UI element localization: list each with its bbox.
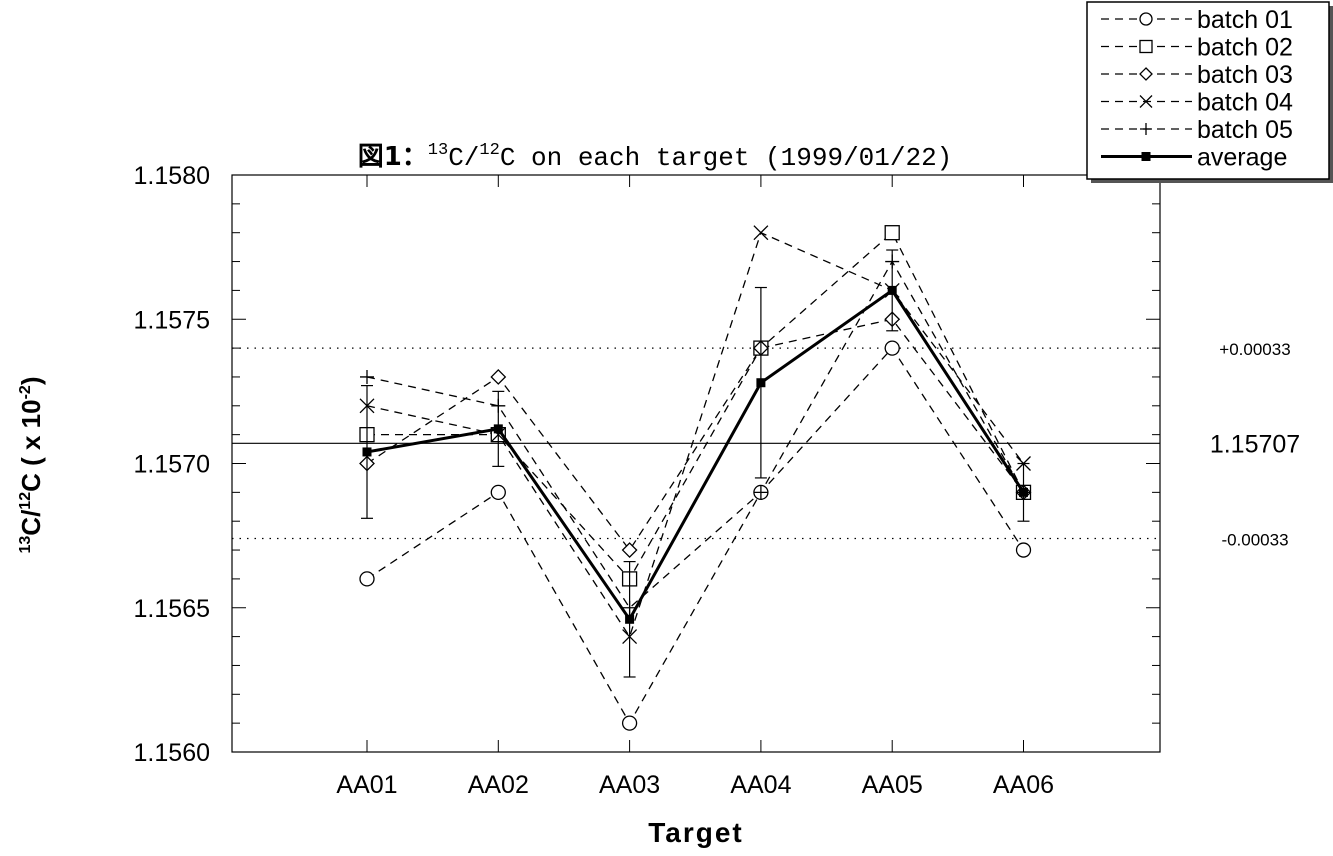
marker-filled-square [1141,152,1151,161]
x-tick-label: AA03 [599,771,660,799]
marker-filled-square [756,378,766,388]
legend-marker [1139,67,1153,81]
x-tick-label: AA02 [468,771,529,799]
legend-marker [1139,95,1153,108]
average-line [366,288,1025,623]
marker-square [1139,39,1153,54]
marker-filled-square [493,424,503,434]
series-point [621,542,638,558]
legend-marker [1139,39,1153,54]
reference-line-label: 1.15707 [1210,430,1300,458]
y-axis-label-sup1: 13 [17,536,34,554]
legend-label: batch 01 [1197,6,1293,34]
legend-label: batch 04 [1197,89,1293,117]
chart-title-sup2: 12 [479,141,499,160]
y-tick-label: 1.1560 [134,739,210,767]
reference-line-label: +0.00033 [1219,340,1290,359]
chart-title-sup1: 13 [428,141,448,160]
series-point [359,571,375,587]
legend-label: batch 05 [1197,116,1293,144]
legend-marker [1141,152,1151,161]
series-line [366,347,1025,725]
average-point [625,614,635,624]
marker-filled-square [625,614,635,624]
y-tick-label: 1.1565 [134,595,210,623]
marker-diamond [1139,67,1153,81]
chart-title: 図1：13C/12C on each target (1999/01/22) [358,141,953,173]
reference-line-label: -0.00033 [1221,531,1288,550]
y-axis-label-sup3: -2 [17,385,34,399]
x-axis-label: Target [648,817,744,848]
average-point [493,424,503,434]
legend-label: batch 03 [1197,61,1293,89]
legend-marker [1140,123,1152,135]
y-axis-label-end: ) [16,377,46,386]
marker-circle [884,340,900,356]
marker-circle [621,715,638,731]
series-point [1015,542,1032,558]
series-point [753,485,768,500]
marker-x [753,225,769,241]
chart-title-mid: C/ [448,143,479,173]
series-point [360,369,374,384]
x-tick-label: AA04 [730,771,791,799]
y-axis-label-sup2: 12 [17,492,34,510]
marker-circle [1139,12,1153,26]
average-point [1019,487,1028,497]
legend-label: batch 02 [1197,34,1293,62]
marker-circle [1015,542,1032,558]
marker-plus [1140,123,1152,135]
marker-circle [359,571,375,587]
plot-area: 1.1560 1.1565 1.1570 1.1575 1.1580 AA01 AA02 AA… [134,162,1301,799]
chart-title-prefix: 図1： [358,142,428,172]
x-tick-label: AA01 [336,771,397,799]
series-point [490,369,507,385]
y-tick-label: 1.1575 [134,306,210,334]
marker-diamond [621,542,638,558]
y-tick-label: 1.1570 [134,451,210,479]
legend-box [1086,1,1330,180]
marker-x [1139,95,1153,108]
marker-filled-square [362,447,372,457]
y-tick-label: 1.1580 [134,162,210,190]
series-line [366,260,1025,609]
series-line [367,231,1025,580]
average-point [362,447,372,457]
legend-marker [1139,12,1153,26]
legend-label: average [1197,144,1287,172]
average-point [887,285,897,295]
series-point [884,340,900,356]
x-tick-label: AA06 [993,771,1054,799]
marker-circle [490,484,506,501]
series-line [366,318,1025,552]
chart-title-suffix: C on each target (1999/01/22) [500,143,952,173]
marker-filled-square [1019,487,1028,497]
series-point [884,225,900,241]
y-axis-label: 13C/12C ( x 10-2) [16,377,46,554]
marker-plus [360,369,374,384]
marker-diamond [490,369,507,385]
series-point [753,225,769,241]
series-line [366,231,1025,639]
y-axis-label-mid: C/ [16,510,46,536]
average-point [756,378,766,388]
marker-plus [753,485,768,500]
series-point [490,484,506,501]
marker-filled-square [887,285,897,295]
x-tick-label: AA05 [862,771,923,799]
marker-square [884,225,900,241]
series-point [621,715,638,731]
y-axis-label-suffix: C ( x 10 [16,399,46,492]
